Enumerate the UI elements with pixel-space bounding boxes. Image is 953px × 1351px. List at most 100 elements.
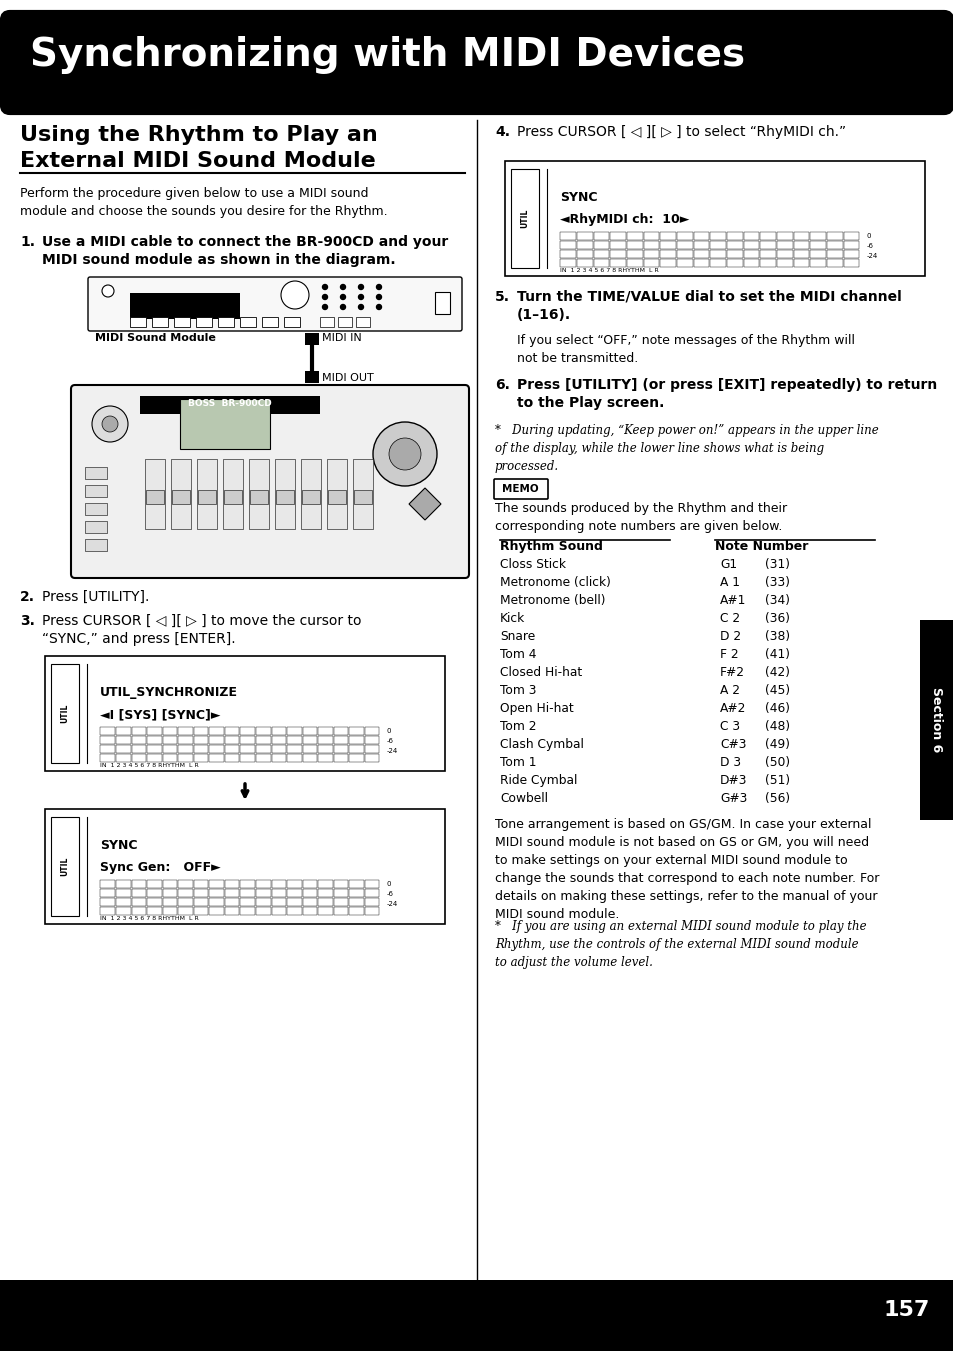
- Bar: [178, 736, 193, 744]
- Text: IN  1 2 3 4 5 6 7 8 RHYTHM  L R: IN 1 2 3 4 5 6 7 8 RHYTHM L R: [100, 763, 198, 767]
- Bar: [659, 240, 676, 249]
- Bar: [240, 898, 254, 907]
- Bar: [172, 490, 190, 504]
- Bar: [693, 240, 709, 249]
- Bar: [318, 754, 333, 762]
- Text: (36): (36): [764, 612, 789, 626]
- Bar: [349, 744, 363, 753]
- Text: IN  1 2 3 4 5 6 7 8 RHYTHM  L R: IN 1 2 3 4 5 6 7 8 RHYTHM L R: [100, 916, 198, 921]
- Bar: [272, 889, 286, 897]
- Bar: [198, 490, 215, 504]
- Bar: [710, 259, 725, 267]
- Bar: [255, 889, 271, 897]
- Bar: [287, 736, 301, 744]
- FancyBboxPatch shape: [71, 385, 469, 578]
- Circle shape: [376, 285, 381, 289]
- Text: MIDI Sound Module: MIDI Sound Module: [95, 332, 215, 343]
- Bar: [760, 232, 776, 240]
- Bar: [843, 259, 859, 267]
- Bar: [365, 736, 379, 744]
- Bar: [677, 259, 692, 267]
- Bar: [163, 880, 177, 888]
- Bar: [626, 250, 642, 258]
- Bar: [225, 727, 239, 735]
- Bar: [193, 898, 208, 907]
- Bar: [178, 754, 193, 762]
- Circle shape: [340, 285, 345, 289]
- Bar: [365, 744, 379, 753]
- Text: 1.: 1.: [20, 235, 35, 249]
- Bar: [504, 161, 924, 276]
- Bar: [327, 459, 347, 530]
- Bar: [209, 754, 224, 762]
- Bar: [334, 898, 348, 907]
- Bar: [272, 898, 286, 907]
- Bar: [225, 880, 239, 888]
- FancyBboxPatch shape: [2, 12, 951, 113]
- Bar: [826, 240, 841, 249]
- Text: Synchronizing with MIDI Devices: Synchronizing with MIDI Devices: [30, 36, 744, 74]
- Bar: [511, 169, 538, 267]
- Bar: [225, 754, 239, 762]
- Bar: [777, 240, 792, 249]
- Bar: [163, 889, 177, 897]
- Bar: [810, 250, 825, 258]
- Bar: [577, 250, 592, 258]
- Text: D 2: D 2: [720, 630, 740, 643]
- Bar: [225, 889, 239, 897]
- Text: Metronome (click): Metronome (click): [499, 576, 610, 589]
- Bar: [284, 317, 299, 327]
- Bar: [85, 539, 107, 551]
- Text: Open Hi-hat: Open Hi-hat: [499, 703, 573, 715]
- Bar: [328, 490, 346, 504]
- Bar: [132, 907, 146, 915]
- Bar: [659, 232, 676, 240]
- Bar: [132, 889, 146, 897]
- Text: (51): (51): [764, 774, 789, 788]
- Circle shape: [281, 281, 309, 309]
- Text: UTIL_SYNCHRONIZE: UTIL_SYNCHRONIZE: [100, 686, 237, 698]
- Bar: [51, 663, 79, 763]
- Bar: [793, 259, 809, 267]
- Bar: [146, 490, 164, 504]
- Text: G1: G1: [720, 558, 737, 571]
- FancyBboxPatch shape: [494, 480, 547, 499]
- Bar: [349, 736, 363, 744]
- Text: (38): (38): [764, 630, 789, 643]
- Text: -6: -6: [387, 892, 394, 897]
- Text: ◄RhyMIDI ch:  10►: ◄RhyMIDI ch: 10►: [559, 213, 689, 226]
- Bar: [255, 880, 271, 888]
- Bar: [130, 317, 146, 327]
- Bar: [132, 880, 146, 888]
- Circle shape: [91, 407, 128, 442]
- Bar: [302, 736, 317, 744]
- Text: Clash Cymbal: Clash Cymbal: [499, 738, 583, 751]
- Bar: [163, 736, 177, 744]
- Circle shape: [322, 304, 327, 309]
- Text: (34): (34): [764, 594, 789, 607]
- Bar: [365, 880, 379, 888]
- Bar: [318, 744, 333, 753]
- Bar: [85, 503, 107, 515]
- Bar: [100, 889, 115, 897]
- Bar: [287, 744, 301, 753]
- Text: Closed Hi-hat: Closed Hi-hat: [499, 666, 581, 680]
- Bar: [100, 907, 115, 915]
- Bar: [726, 232, 742, 240]
- Bar: [240, 907, 254, 915]
- Text: Ride Cymbal: Ride Cymbal: [499, 774, 577, 788]
- Bar: [760, 240, 776, 249]
- Bar: [240, 317, 255, 327]
- Bar: [180, 399, 270, 449]
- Bar: [0, 1333, 953, 1351]
- Text: (45): (45): [764, 684, 789, 697]
- Bar: [334, 744, 348, 753]
- Circle shape: [389, 438, 420, 470]
- Bar: [274, 459, 294, 530]
- Bar: [240, 736, 254, 744]
- Bar: [287, 907, 301, 915]
- Bar: [255, 907, 271, 915]
- Text: 4.: 4.: [495, 126, 510, 139]
- Text: IN  1 2 3 4 5 6 7 8 RHYTHM  L R: IN 1 2 3 4 5 6 7 8 RHYTHM L R: [559, 267, 659, 273]
- Text: Using the Rhythm to Play an: Using the Rhythm to Play an: [20, 126, 377, 145]
